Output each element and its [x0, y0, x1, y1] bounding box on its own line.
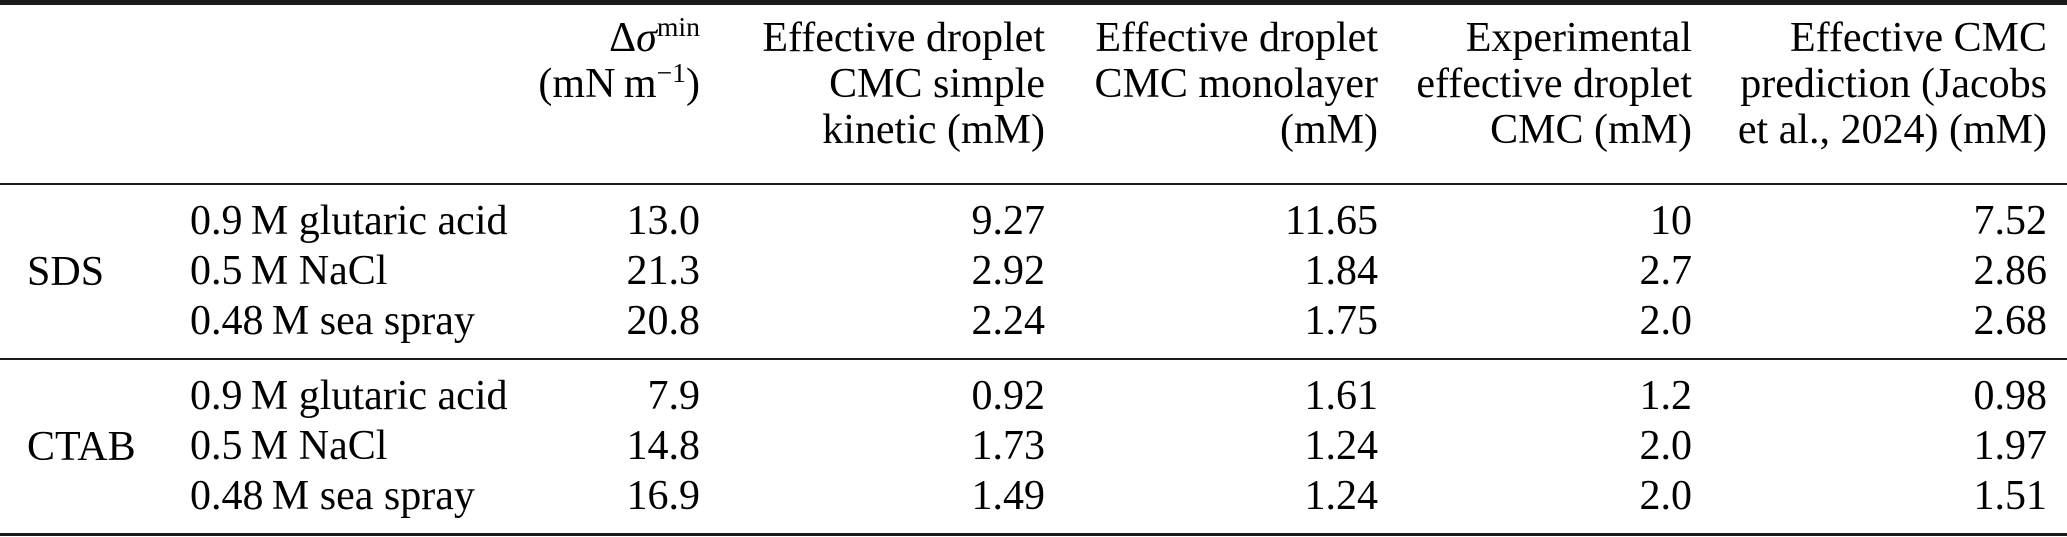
header-cell-cmc-simple-kinetic: Effective droplet CMC simple kinetic (mM…: [700, 3, 1045, 185]
superscript-min: min: [656, 10, 700, 42]
value-cell-experimental-cmc: 2.0: [1639, 298, 1693, 344]
unit-text: (mN m: [538, 61, 657, 107]
superscript-minus-one: −1: [656, 56, 687, 88]
table-row: SDS 0.9 M glutaric acid 13.0 9.27 11.65 …: [0, 184, 2067, 295]
value-cell-experimental-cmc: 2.0: [1639, 473, 1693, 519]
header-line: prediction (Jacobs: [1740, 61, 2047, 107]
value-cell-cmc-simple-kinetic: 1.49: [971, 473, 1046, 519]
value-cell-cmc-prediction: 7.52: [1973, 198, 2048, 244]
value-cell-delta-sigma: 13.0: [626, 198, 701, 244]
group-label-ctab: CTAB: [27, 423, 136, 470]
table-row: 0.48 M sea spray 20.8 2.24 1.75 2.0 2.68: [0, 296, 2067, 359]
value-cell-cmc-prediction: 1.51: [1973, 473, 2048, 519]
header-line: Effective CMC: [1789, 15, 2047, 61]
table-row: 0.5 M NaCl 14.8 1.73 1.24 2.0 1.97: [0, 421, 2067, 471]
header-line: CMC monolayer: [1094, 61, 1378, 107]
header-line: effective droplet: [1416, 61, 1692, 107]
condition-cell: 0.5 M NaCl: [190, 423, 388, 469]
header-cell-delta-sigma-min: Δσmin (mN m−1): [480, 3, 700, 185]
value-cell-cmc-monolayer: 1.84: [1304, 248, 1379, 294]
value-cell-cmc-monolayer: 1.75: [1304, 298, 1379, 344]
header-line: Effective droplet: [762, 15, 1045, 61]
header-line: Effective droplet: [1095, 15, 1378, 61]
value-cell-experimental-cmc: 2.0: [1639, 423, 1693, 469]
header-line: et al., 2024) (mM): [1737, 107, 2047, 153]
group-ctab: CTAB 0.9 M glutaric acid 7.9 0.92 1.61 1…: [0, 359, 2067, 535]
header-cell-experimental-cmc: Experimental effective droplet CMC (mM): [1378, 3, 1692, 185]
value-cell-cmc-prediction: 0.98: [1973, 373, 2048, 419]
value-cell-cmc-simple-kinetic: 2.24: [971, 298, 1046, 344]
value-cell-cmc-simple-kinetic: 2.92: [971, 248, 1046, 294]
header-row: Δσmin (mN m−1) Effective droplet CMC sim…: [0, 3, 2067, 185]
table-header: Δσmin (mN m−1) Effective droplet CMC sim…: [0, 3, 2067, 185]
table-row: 0.5 M NaCl 21.3 2.92 1.84 2.7 2.86: [0, 246, 2067, 296]
condition-cell: 0.9 M glutaric acid: [190, 198, 508, 244]
value-cell-cmc-simple-kinetic: 9.27: [971, 198, 1046, 244]
value-cell-delta-sigma: 20.8: [626, 298, 701, 344]
header-line: (mN m−1): [480, 58, 700, 107]
header-line: (mM): [1280, 107, 1378, 153]
condition-cell: 0.48 M sea spray: [190, 473, 475, 519]
header-cell-surfactant-empty: [0, 3, 150, 185]
value-cell-delta-sigma: 21.3: [626, 248, 701, 294]
header-cell-cmc-monolayer: Effective droplet CMC monolayer (mM): [1045, 3, 1378, 185]
value-cell-cmc-monolayer: 1.61: [1304, 373, 1379, 419]
header-line: kinetic (mM): [822, 107, 1045, 153]
value-cell-cmc-monolayer: 1.24: [1304, 473, 1379, 519]
header-line: Δσmin: [480, 12, 700, 61]
value-cell-experimental-cmc: 2.7: [1639, 248, 1693, 294]
value-cell-cmc-monolayer: 1.24: [1304, 423, 1379, 469]
sigma-symbol: σ: [636, 15, 657, 61]
value-cell-cmc-prediction: 1.97: [1973, 423, 2048, 469]
group-sds: SDS 0.9 M glutaric acid 13.0 9.27 11.65 …: [0, 184, 2067, 359]
value-cell-delta-sigma: 7.9: [647, 373, 701, 419]
condition-cell: 0.5 M NaCl: [190, 248, 388, 294]
value-cell-experimental-cmc: 10: [1650, 198, 1692, 244]
value-cell-delta-sigma: 14.8: [626, 423, 701, 469]
value-cell-cmc-prediction: 2.68: [1973, 298, 2048, 344]
value-cell-cmc-simple-kinetic: 0.92: [971, 373, 1046, 419]
value-cell-cmc-monolayer: 11.65: [1285, 198, 1378, 244]
value-cell-experimental-cmc: 1.2: [1639, 373, 1693, 419]
header-line: Experimental: [1465, 15, 1692, 61]
delta-symbol: Δ: [609, 15, 637, 61]
unit-text: ): [686, 61, 700, 107]
table-row: CTAB 0.9 M glutaric acid 7.9 0.92 1.61 1…: [0, 359, 2067, 470]
table-row: 0.48 M sea spray 16.9 1.49 1.24 2.0 1.51: [0, 471, 2067, 535]
header-line: CMC (mM): [1490, 107, 1692, 153]
value-cell-cmc-simple-kinetic: 1.73: [971, 423, 1046, 469]
header-cell-cmc-prediction: Effective CMC prediction (Jacobs et al.,…: [1692, 3, 2067, 185]
header-line: CMC simple: [829, 61, 1045, 107]
condition-cell: 0.48 M sea spray: [190, 298, 475, 344]
value-cell-cmc-prediction: 2.86: [1973, 248, 2048, 294]
group-label-sds: SDS: [27, 248, 105, 295]
header-cell-condition-empty: [150, 3, 480, 185]
condition-cell: 0.9 M glutaric acid: [190, 373, 508, 419]
value-cell-delta-sigma: 16.9: [626, 473, 701, 519]
